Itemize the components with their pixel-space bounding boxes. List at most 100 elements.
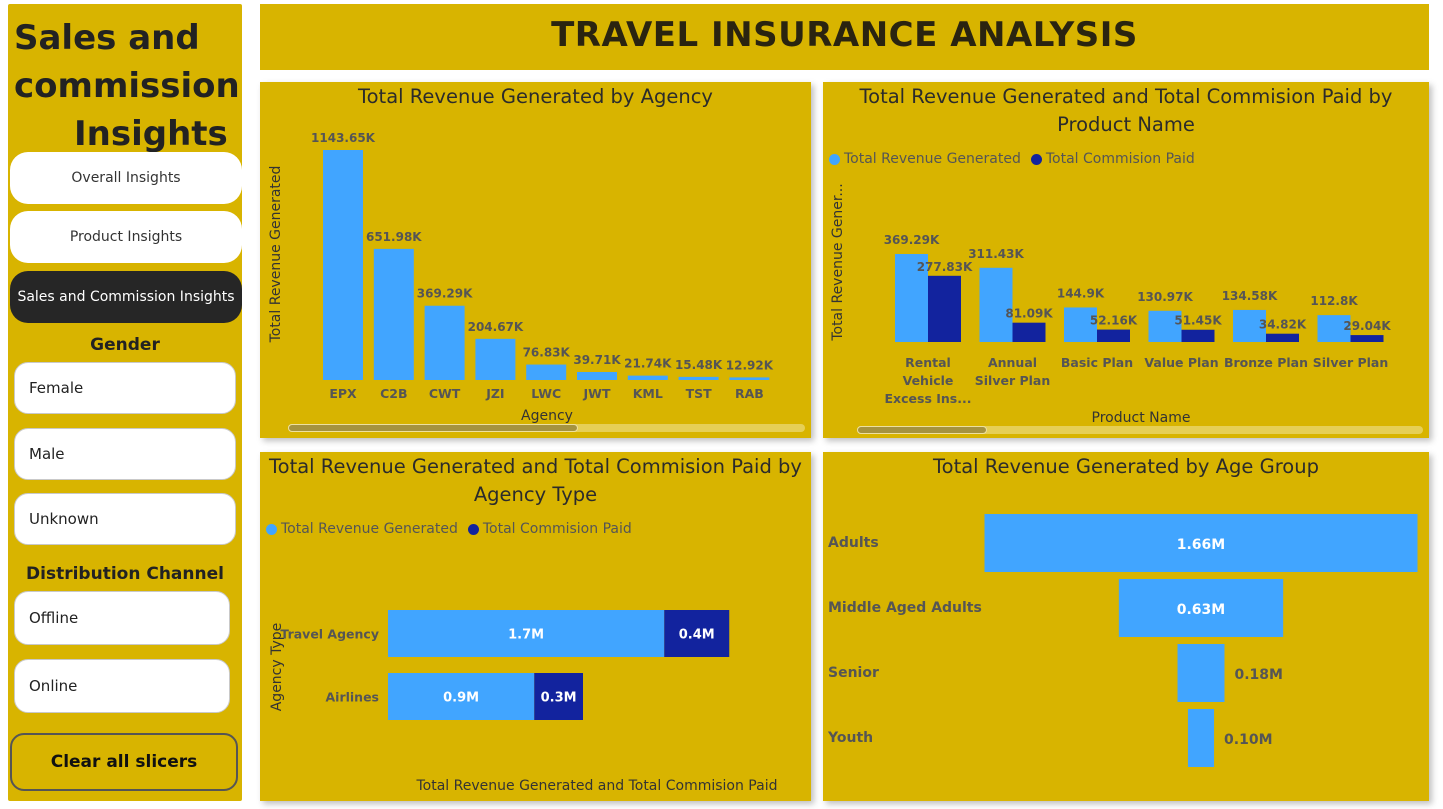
revenue-data-label-annual-silver-plan: 311.43K <box>968 247 1024 261</box>
page-title: TRAVEL INSURANCE ANALYSIS <box>551 15 1138 55</box>
channel-online-slicer[interactable]: Online <box>14 659 230 713</box>
agency-type-panel: Total Revenue Generated and Total Commis… <box>260 452 811 801</box>
data-label-epx: 1143.65K <box>311 131 376 145</box>
nav-overall-insights-label: Overall Insights <box>71 170 181 186</box>
nav-product-insights-label: Product Insights <box>69 229 183 245</box>
tick-label-lwc: LWC <box>531 386 561 401</box>
tick-label-rental-vehicle-excess-ins: Excess Ins... <box>885 391 972 406</box>
sidebar-title-line-3: Insights <box>74 114 228 154</box>
agency-type-chart-xlabel: Total Revenue Generated and Total Commis… <box>416 778 778 794</box>
product-chart-legend: Total Revenue Generated Total Commision … <box>829 151 1195 167</box>
tick-label-annual-silver-plan: Annual <box>988 355 1037 370</box>
revenue-data-label-value-plan: 130.97K <box>1137 290 1193 304</box>
gender-female-label: Female <box>29 379 84 397</box>
nav-product-insights-button[interactable]: Product Insights <box>10 211 242 263</box>
commission-data-label-bronze-plan: 34.82K <box>1259 318 1307 332</box>
tick-label-tst: TST <box>686 386 713 401</box>
channel-offline-label: Offline <box>29 609 79 627</box>
data-label-youth: 0.10M <box>1224 732 1272 748</box>
nav-sales-commission-insights-button[interactable]: Sales and Commission Insights <box>10 271 242 323</box>
data-label-kml: 21.74K <box>624 357 672 371</box>
clear-all-slicers-label: Clear all slicers <box>50 752 198 772</box>
agency-chart-scroll-thumb[interactable] <box>288 424 578 432</box>
tick-label-value-plan: Value Plan <box>1144 355 1218 370</box>
commission-bar-airlines <box>534 673 583 720</box>
commission-data-label-travel-agency: 0.4M <box>679 628 715 643</box>
bar-c2b <box>373 248 414 380</box>
agency-chart-ylabel: Total Revenue Generated <box>268 166 284 344</box>
tick-label-silver-plan: Silver Plan <box>1313 355 1389 370</box>
commission-data-label-basic-plan: 52.16K <box>1090 314 1138 328</box>
revenue-bar-annual-silver-plan <box>979 267 1013 342</box>
legend-revenue-dot <box>266 523 277 535</box>
revenue-bar-basic-plan <box>1064 307 1097 342</box>
product-chart-scroll-thumb[interactable] <box>857 426 987 434</box>
channel-online-label: Online <box>29 677 78 695</box>
bar-jwt <box>577 372 617 380</box>
funnel-bar-youth <box>1187 709 1215 767</box>
gender-unknown-slicer[interactable]: Unknown <box>14 493 236 545</box>
tick-label-travel-agency: Travel Agency <box>280 627 379 642</box>
tick-label-rental-vehicle-excess-ins: Vehicle <box>903 373 954 388</box>
channel-offline-slicer[interactable]: Offline <box>14 591 230 645</box>
tick-label-adults: Adults <box>828 535 879 551</box>
legend-commission-dot <box>1030 153 1042 165</box>
commission-bar-travel-agency <box>664 610 730 657</box>
commission-data-label-airlines: 0.3M <box>541 691 577 706</box>
revenue-bar-silver-plan <box>1317 315 1351 342</box>
data-label-adults: 1.66M <box>1177 537 1225 553</box>
sidebar-title: Sales and commission Insights <box>14 14 244 158</box>
commission-data-label-value-plan: 51.45K <box>1174 314 1222 328</box>
revenue-bar-rental-vehicle-excess-ins <box>895 254 928 342</box>
funnel-bar-adults <box>984 514 1418 572</box>
product-chart-xlabel: Product Name <box>1092 410 1191 426</box>
bar-epx <box>323 150 363 380</box>
funnel-bar-senior <box>1177 644 1225 702</box>
age-group-panel: Total Revenue Generated by Age Group Adu… <box>823 452 1429 801</box>
tick-label-kml: KML <box>633 386 663 401</box>
data-label-cwt: 369.29K <box>417 287 473 301</box>
data-label-jwt: 39.71K <box>573 353 621 367</box>
gender-female-slicer[interactable]: Female <box>14 362 236 414</box>
tick-label-rental-vehicle-excess-ins: Rental <box>905 355 951 370</box>
revenue-bar-airlines <box>388 673 535 720</box>
data-label-rab: 12.92K <box>726 358 774 372</box>
sidebar: Sales and commission Insights Overall In… <box>8 4 242 801</box>
tick-label-senior: Senior <box>828 665 879 681</box>
tick-label-c2b: C2B <box>380 386 407 401</box>
revenue-data-label-silver-plan: 112.8K <box>1310 294 1358 308</box>
commission-data-label-rental-vehicle-excess-ins: 277.83K <box>917 260 973 274</box>
revenue-bar-value-plan <box>1148 310 1182 342</box>
funnel-bar-middle-aged-adults <box>1118 579 1284 637</box>
agency-chart-title: Total Revenue Generated by Agency <box>358 85 713 108</box>
commission-bar-value-plan <box>1181 329 1215 342</box>
agency-revenue-panel: Total Revenue Generated by Agency Total … <box>260 82 811 438</box>
bar-kml <box>627 375 668 380</box>
age-group-chart-title: Total Revenue Generated by Age Group <box>933 455 1319 478</box>
gender-male-label: Male <box>29 445 65 463</box>
product-chart-scrollbar[interactable] <box>857 426 1423 434</box>
legend-commission-dot <box>467 523 479 535</box>
gender-male-slicer[interactable]: Male <box>14 428 236 480</box>
revenue-data-label-bronze-plan: 134.58K <box>1222 289 1278 303</box>
bar-rab <box>729 377 770 380</box>
legend-revenue-dot <box>829 153 840 165</box>
tick-label-airlines: Airlines <box>325 690 379 705</box>
legend-commission-label: Total Commision Paid <box>482 521 632 537</box>
nav-overall-insights-button[interactable]: Overall Insights <box>10 152 242 204</box>
bar-cwt <box>424 305 465 380</box>
data-label-senior: 0.18M <box>1234 667 1282 683</box>
sidebar-title-line-1: Sales and <box>14 18 200 58</box>
data-label-c2b: 651.98K <box>366 230 422 244</box>
agency-type-chart-title: Total Revenue Generated and Total Commis… <box>269 455 802 506</box>
data-label-lwc: 76.83K <box>523 346 571 360</box>
revenue-data-label-airlines: 0.9M <box>443 691 479 706</box>
tick-label-jwt: JWT <box>583 386 611 401</box>
tick-label-bronze-plan: Bronze Plan <box>1224 355 1308 370</box>
bar-jzi <box>475 338 516 380</box>
header: TRAVEL INSURANCE ANALYSIS <box>260 4 1429 70</box>
product-chart-title: Total Revenue Generated and Total Commis… <box>859 85 1393 136</box>
clear-all-slicers-button[interactable]: Clear all slicers <box>10 733 238 791</box>
revenue-data-label-rental-vehicle-excess-ins: 369.29K <box>884 233 940 247</box>
commission-bar-silver-plan <box>1350 335 1384 342</box>
